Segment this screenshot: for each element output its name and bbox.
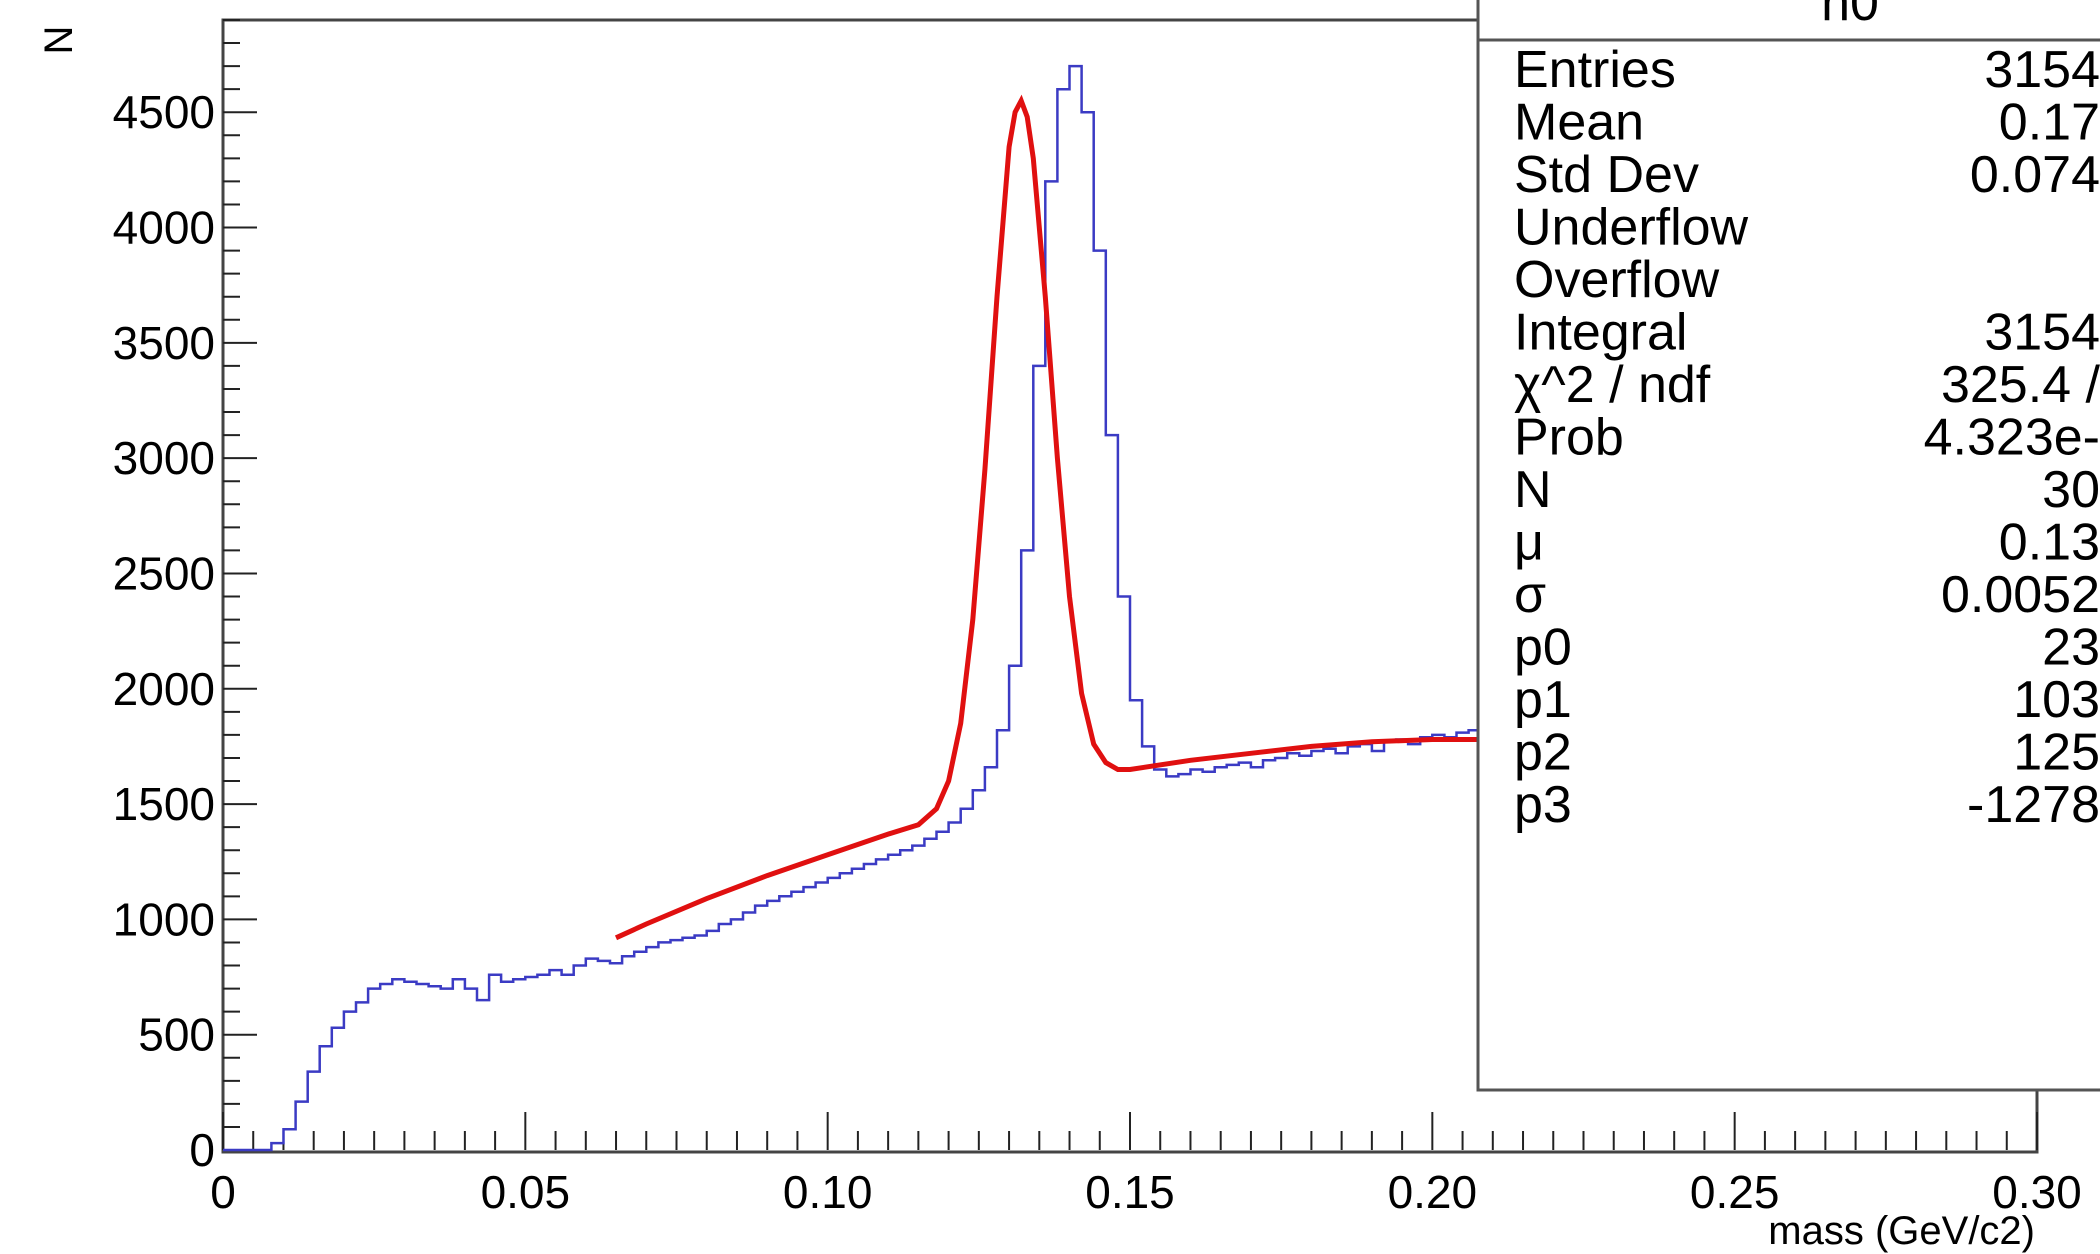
stats-row-value: 125 [2013,724,2100,782]
stats-row-name: p3 [1514,776,1572,834]
stats-row-name: Prob [1514,409,1624,467]
stats-rows: Entries 3154 Mean 0.17 Std Dev 0.074 Underflow… [1514,41,2100,834]
stats-row-value: 4.323e- [1924,409,2100,467]
stats-row-name: p1 [1514,671,1572,729]
y-tick-label: 3000 [113,432,215,484]
y-axis-title: N [37,26,81,55]
stats-row-name: Integral [1514,304,1687,362]
stats-row-name: Mean [1514,94,1644,152]
stats-row-value: 3154 [1984,304,2100,362]
y-tick-label: 3500 [113,317,215,369]
stats-row-name: p2 [1514,724,1572,782]
stats-row-value: 3154 [1984,41,2100,99]
stats-box: h0 Entries 3154 Mean 0.17 Std Dev 0.074 Underf… [1476,0,2100,1092]
y-tick-label: 2500 [113,547,215,599]
stats-row-name: Overflow [1514,251,1720,309]
x-tick-label: 0 [210,1166,236,1218]
y-tick-label: 4500 [113,86,215,138]
x-tick-label: 0.20 [1388,1166,1478,1218]
stats-box-frame [1476,0,2100,1092]
stats-row-value: 23 [2042,619,2100,677]
stats-row-value: 0.0052 [1941,566,2100,624]
stats-row-name: N [1514,461,1552,519]
stats-row-name: Underflow [1514,199,1749,257]
stats-row-name: χ^2 / ndf [1514,356,1711,414]
y-tick-label: 1000 [113,893,215,945]
histogram-series [223,64,1493,1152]
x-tick-label: 0.25 [1690,1166,1780,1218]
x-axis-ticks [222,1112,2038,1150]
x-tick-labels: 0 0.05 0.10 0.15 0.20 0.25 0.30 [210,1166,2082,1218]
stats-row-name: σ [1514,566,1546,624]
stats-row-value: 325.4 / [1941,356,2100,414]
stats-box-title: h0 [1821,0,1879,32]
x-tick-label: 0.15 [1085,1166,1175,1218]
stats-row-value: 30 [2042,461,2100,519]
stats-row-name: Entries [1514,41,1676,99]
stats-row-value: 103 [2013,671,2100,729]
y-tick-label: 4000 [113,202,215,254]
stats-row-name: μ [1514,514,1544,572]
stats-row-name: Std Dev [1514,146,1699,204]
stats-row-value: 0.17 [1999,94,2100,152]
stats-row-value: -1278 [1967,776,2100,834]
y-tick-label: 1500 [113,778,215,830]
stats-row-value: 0.13 [1999,514,2100,572]
x-tick-label: 0.10 [783,1166,873,1218]
stats-row-name: p0 [1514,619,1572,677]
y-tick-label: 0 [189,1124,215,1176]
y-tick-labels: 0 500 1000 1500 2000 2500 3000 3500 4000 4500 [113,86,215,1176]
stats-row-value: 0.074 [1970,146,2100,204]
x-tick-label: 0.30 [1992,1166,2082,1218]
y-tick-label: 500 [138,1009,215,1061]
y-tick-label: 2000 [113,663,215,715]
x-tick-label: 0.05 [481,1166,571,1218]
fit-curve [614,94,1481,941]
x-axis-title: mass (GeV/c2) [1768,1209,2035,1253]
